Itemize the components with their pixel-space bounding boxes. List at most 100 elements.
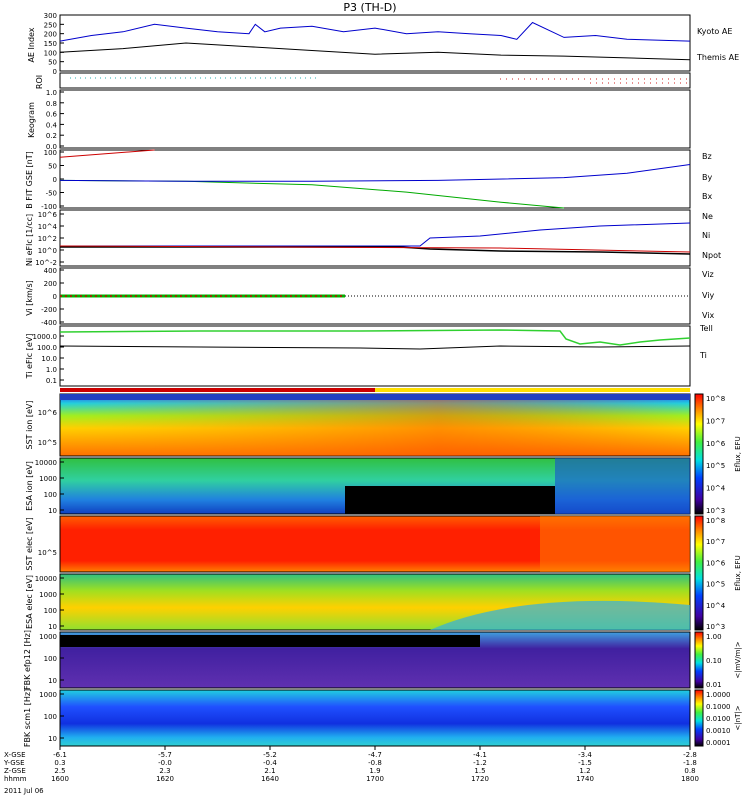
xaxis-value-1-6: -1.8 [683,759,697,767]
legend-vix: Vix [702,311,715,320]
ae-ylabel: AE Index [27,27,36,62]
temperature-tick-1: 100.0 [37,344,57,352]
xaxis-value-1-5: -1.5 [578,759,592,767]
ae-lines [59,21,691,61]
xaxis-row-label-1: Y-GSE [3,759,25,767]
colorbar-ion-tick-2: 10^6 [706,440,726,448]
temperature-yticks: 1000.0 100.0 10.0 1.0 0.1 [33,333,64,385]
colorbar-fbk-b-tick-4: 0.0001 [706,739,731,747]
esa-ion-panel: 10000 1000 100 10 ESA ion [eV] [25,457,691,515]
sst-ion-tick-1: 10^5 [38,439,57,447]
fbk-bfield-tick-1: 100 [44,713,57,721]
xaxis-value-3-3: 1700 [366,775,384,783]
colorbar-fbk-b [694,689,704,747]
legend-bz: Bz [702,152,712,161]
esa-elec-yticks: 10000 1000 100 10 [35,575,64,631]
esa-elec-tick-1: 1000 [39,591,57,599]
roi-label: ROI [35,75,44,89]
fbk-bfield-spectrogram [59,689,691,747]
ae-tick-4: 100 [44,49,57,57]
xaxis-value-2-6: 0.8 [684,767,695,775]
density-ylabel: Ni eFlc [1/cc] [25,214,34,266]
xaxis-value-1-4: -1.2 [473,759,487,767]
sst-ion-tick-0: 10^6 [38,409,58,417]
xaxis-value-1-2: -0.4 [263,759,277,767]
keogram-yticks: 1.0 0.8 0.6 0.4 0.2 0.0 [46,89,64,151]
colorbar-fbk-e-tick-2: 0.01 [706,681,722,689]
xaxis-value-0-5: -3.4 [578,751,592,759]
bfield-tick-0: 100 [44,149,57,157]
ae-lines-series-0 [59,21,691,42]
bf-lines-series-0 [59,149,155,158]
esa-ion-tick-0: 10000 [35,459,57,467]
colorbar-elec-tick-3: 10^5 [706,581,725,589]
esa-ion-tick-3: 10 [48,507,57,515]
esa-elec-tick-0: 10000 [35,575,57,583]
colorbar-fbk-b-label: <|nT|> [734,705,742,730]
velocity-ylabel: Vi [km/s] [25,280,34,316]
date-label: 2011 Jul 06 [4,787,44,795]
status-bar-red [60,388,375,392]
ti-line [59,329,691,346]
ne-line [59,245,691,253]
sst-ion-enhancement [60,394,690,456]
keogram-tick-2: 0.6 [46,111,58,119]
density-yticks: 10^6 10^4 10^2 10^0 10^-2 [35,211,64,267]
xaxis-value-0-3: -4.7 [368,751,382,759]
xaxis-value-2-4: 1.5 [474,767,485,775]
xaxis-value-1-1: -0.0 [158,759,172,767]
keogram-tick-1: 0.8 [46,100,57,108]
keogram-tick-5: 0.0 [46,143,57,151]
xaxis-value-0-0: -6.1 [53,751,67,759]
status-bar-yellow [375,388,690,392]
colorbar-ion-tick-5: 10^3 [706,507,725,515]
colorbar-fbk-e [694,631,704,689]
legend-ni: Ni [702,231,710,240]
colorbar-fbk-b-tick-1: 0.1000 [706,703,731,711]
esa-elec-tick-2: 100 [44,607,57,615]
keogram-panel: 1.0 0.8 0.6 0.4 0.2 0.0 Keogram [27,89,691,151]
velocity-tick-2: 0 [53,293,57,301]
bfield-panel: 100 50 0 -50 -100 B FIT GSE [nT] Bz By Bx [25,149,712,211]
xaxis-value-2-5: 1.2 [579,767,590,775]
velocity-tick-3: -200 [41,306,57,314]
sst-elec-tick: 10^5 [38,549,57,557]
roi-frame [59,72,691,89]
sst-elec-late-region [540,516,690,572]
fbk-efield-panel: 1000 100 10 FBK efp12 [Hz] [23,630,691,690]
fbk-bfield-panel: 1000 100 10 FBK scm1 [Hz] [23,689,691,747]
colorbar-fbk-e-tick-0: 1.00 [706,633,722,641]
roi-panel: ROI [35,72,691,89]
sst-elec-ylabel: SST elec [eV] [25,517,34,570]
keogram-tick-0: 1.0 [46,89,57,97]
bf-lines-series-2 [59,164,691,182]
xaxis-value-0-1: -5.7 [158,751,172,759]
colorbar-fbk-e-ticks: 1.00 0.10 0.01 [706,633,722,689]
fbk-efield-tick-2: 10 [48,677,57,685]
ae-lines-series-1 [59,42,691,61]
fbk-efield-tick-1: 100 [44,655,57,663]
esa-ion-low-count [345,486,555,514]
colorbar-elec-tick-1: 10^7 [706,538,725,546]
keogram-tick-4: 0.2 [46,132,57,140]
bfield-lines [59,149,691,209]
sst-ion-ylabel: SST ion [eV] [25,401,34,450]
velocity-tick-1: 200 [44,280,57,288]
keogram-frame [59,89,691,149]
xaxis-row-label-3: hhmm [4,775,27,783]
density-tick-2: 10^2 [38,235,57,243]
xaxis-value-3-0: 1600 [51,775,69,783]
xaxis-value-1-3: -0.8 [368,759,382,767]
esa-elec-panel: 10000 1000 100 10 ESA elec [eV] [25,573,691,631]
xaxis-row-label-2: Z-GSE [4,767,26,775]
x-axis: X-GSE -6.1 -5.7 -5.2 -4.7 -4.1 -3.4 -2.8 Y-GSE 0.… [3,746,699,783]
temperature-tick-4: 0.1 [46,377,57,385]
legend-bx: Bx [702,192,712,201]
xaxis-value-1-0: 0.3 [54,759,65,767]
bfield-yticks: 100 50 0 -50 -100 [41,149,64,211]
colorbar-ion [694,393,704,515]
bfield-tick-1: 50 [48,163,57,171]
colorbar-ion-tick-4: 10^4 [706,485,726,493]
